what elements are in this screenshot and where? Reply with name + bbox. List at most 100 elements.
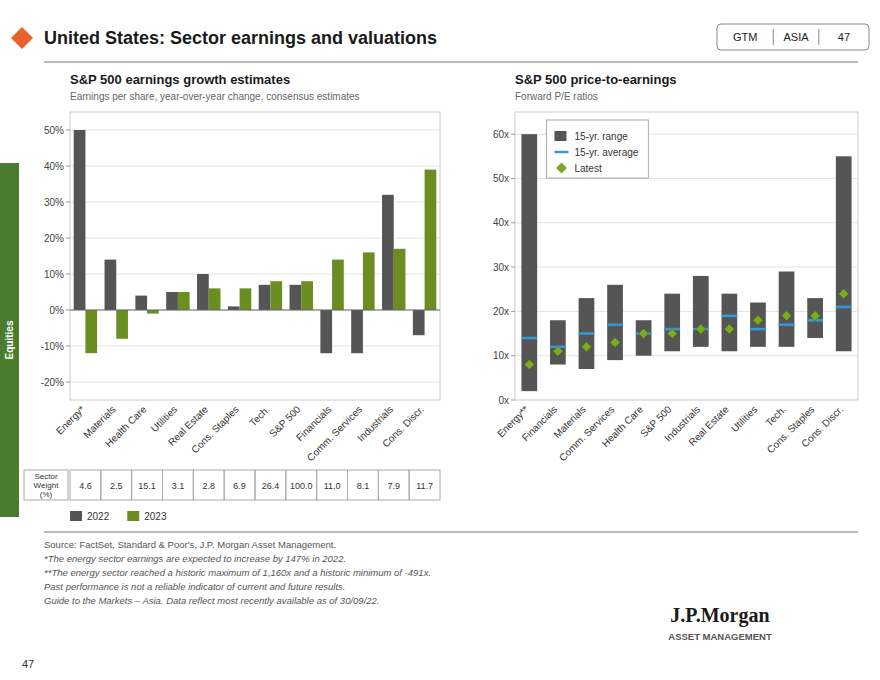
chart-subtitle: Earnings per share, year-over-year chang… — [70, 91, 360, 102]
table-value: 15.1 — [138, 481, 156, 491]
tick-label: 50x — [493, 173, 509, 184]
bar — [105, 260, 117, 310]
tick-label: 40% — [44, 161, 64, 172]
grid-line — [515, 355, 858, 356]
latest-marker — [553, 346, 563, 356]
bar — [413, 310, 425, 335]
bar — [228, 306, 240, 310]
category-label: Health Care — [600, 403, 646, 449]
legend-swatch — [554, 131, 566, 141]
bar — [394, 249, 406, 310]
latest-marker — [639, 329, 649, 339]
tick-label: 40x — [493, 217, 509, 228]
category-label: Utilities — [149, 404, 180, 435]
marks — [74, 130, 437, 353]
table-cell — [409, 470, 440, 500]
tick-mark — [66, 274, 70, 275]
table-value: 26.4 — [262, 481, 280, 491]
latest-marker — [610, 337, 620, 347]
footnote: Guide to the Markets – Asia. Data reflec… — [44, 595, 380, 606]
side-tab — [0, 163, 19, 517]
bar — [351, 310, 363, 353]
chart-title: S&P 500 earnings growth estimates — [70, 72, 290, 87]
table-value: 8.1 — [357, 481, 370, 491]
bar — [147, 310, 159, 314]
tick-label: 10% — [44, 269, 64, 280]
footnote: **The energy sector reached a historic m… — [44, 567, 431, 578]
bar — [197, 274, 209, 310]
tick-mark — [66, 202, 70, 203]
bar — [332, 260, 344, 310]
legend: 20222023 — [70, 511, 167, 522]
legend-swatch — [70, 511, 82, 521]
latest-marker — [696, 324, 706, 334]
category-label: Cons. Staples — [189, 404, 241, 456]
badge — [717, 24, 869, 50]
chart: S&P 500 earnings growth estimates Earning… — [24, 72, 440, 522]
page-title: United States: Sector earnings and valua… — [44, 28, 437, 48]
bar — [290, 285, 302, 310]
tick-mark — [511, 311, 515, 312]
tick-mark — [66, 346, 70, 347]
table-value: 6.9 — [233, 481, 246, 491]
tick-label: 20x — [493, 306, 509, 317]
legend-swatch — [554, 151, 568, 154]
average-line — [607, 323, 623, 326]
grid-line — [70, 310, 440, 311]
category-label: Tech. — [763, 404, 788, 429]
tick-label: 20% — [44, 233, 64, 244]
chart-title: S&P 500 price-to-earnings — [515, 72, 677, 87]
range-bar — [664, 294, 680, 352]
bar — [320, 310, 332, 353]
table-cell — [101, 470, 132, 500]
category-label: Utilities — [729, 404, 760, 435]
range-bar — [722, 294, 738, 352]
table-header-line: Sector — [34, 472, 57, 481]
table-header-line: (%) — [40, 490, 53, 499]
grid-line — [515, 222, 858, 223]
table-header: SectorWeight(%) — [34, 472, 60, 499]
bar — [135, 296, 147, 310]
range-bar — [579, 298, 595, 369]
average-line — [779, 323, 795, 326]
legend-label: Latest — [574, 163, 601, 174]
tick-mark — [66, 382, 70, 383]
average-line — [722, 315, 738, 318]
badge-divider — [818, 29, 819, 45]
tick-mark — [66, 166, 70, 167]
tick-mark — [511, 267, 515, 268]
bar — [85, 310, 97, 353]
badge-text: GTM — [733, 31, 757, 43]
table-value: 100.0 — [290, 481, 313, 491]
bar — [301, 281, 313, 310]
range-bar — [779, 272, 795, 347]
legend-swatch — [127, 511, 139, 521]
page: United States: Sector earnings and valua… — [0, 0, 880, 680]
grid-line — [515, 267, 858, 268]
range-bar — [807, 298, 823, 338]
tick-mark — [66, 130, 70, 131]
page-number: 47 — [22, 658, 34, 670]
latest-marker — [724, 324, 734, 334]
legend-label: 15-yr. average — [574, 147, 638, 158]
tick-mark — [511, 134, 515, 135]
grid-line — [70, 166, 440, 167]
table-cell — [132, 470, 163, 500]
chart-subtitle: Forward P/E ratios — [515, 91, 598, 102]
footnote: Source: FactSet, Standard & Poor's, J.P.… — [44, 539, 336, 550]
grid-line — [70, 382, 440, 383]
average-line — [836, 306, 852, 309]
tick-label: 50% — [44, 125, 64, 136]
header-separator — [44, 61, 858, 63]
range-bar — [550, 320, 566, 364]
table-cell — [224, 470, 255, 500]
category-label: Health Care — [103, 403, 149, 449]
bar — [363, 252, 375, 310]
legend-label: 2023 — [144, 511, 167, 522]
category-label: Financials — [520, 404, 560, 444]
bar — [425, 170, 437, 310]
table-value: 11.7 — [416, 481, 433, 491]
table-value: 2.8 — [202, 481, 215, 491]
category-label: Comm. Services — [305, 404, 365, 464]
tick-label: 10x — [493, 350, 509, 361]
